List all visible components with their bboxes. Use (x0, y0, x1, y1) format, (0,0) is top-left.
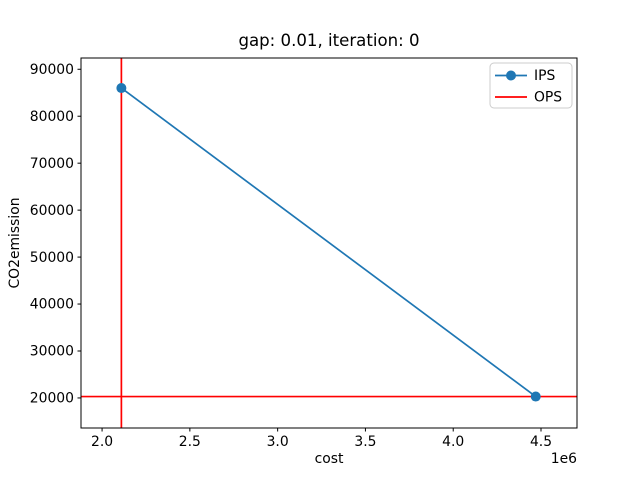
x-tick-label: 4.0 (442, 434, 464, 450)
legend-label-ips: IPS (534, 68, 555, 84)
x-axis-offset-text: 1e6 (550, 451, 577, 467)
x-tick-label: 3.0 (267, 434, 289, 450)
y-tick-label: 20000 (30, 391, 74, 407)
x-axis-label: cost (314, 451, 344, 467)
chart-title: gap: 0.01, iteration: 0 (238, 31, 420, 50)
y-tick-label: 70000 (30, 156, 74, 172)
ips-line (120, 87, 537, 398)
y-tick-label: 60000 (30, 203, 74, 219)
ips-data-point (530, 391, 541, 402)
y-tick-label: 30000 (30, 344, 74, 360)
ips-data-point (116, 83, 127, 94)
legend-sample-marker-ips (506, 70, 516, 81)
legend-label-ops: OPS (534, 90, 562, 106)
y-tick-label: 40000 (30, 297, 74, 313)
x-tick-label: 2.5 (179, 434, 201, 450)
y-tick-label: 80000 (30, 109, 74, 125)
y-tick-label: 50000 (30, 250, 74, 266)
x-tick-label: 2.0 (91, 434, 113, 450)
x-tick-label: 3.5 (354, 434, 376, 450)
axes-frame (80, 57, 578, 429)
x-tick-label: 4.5 (530, 434, 552, 450)
y-tick-label: 90000 (30, 62, 74, 78)
